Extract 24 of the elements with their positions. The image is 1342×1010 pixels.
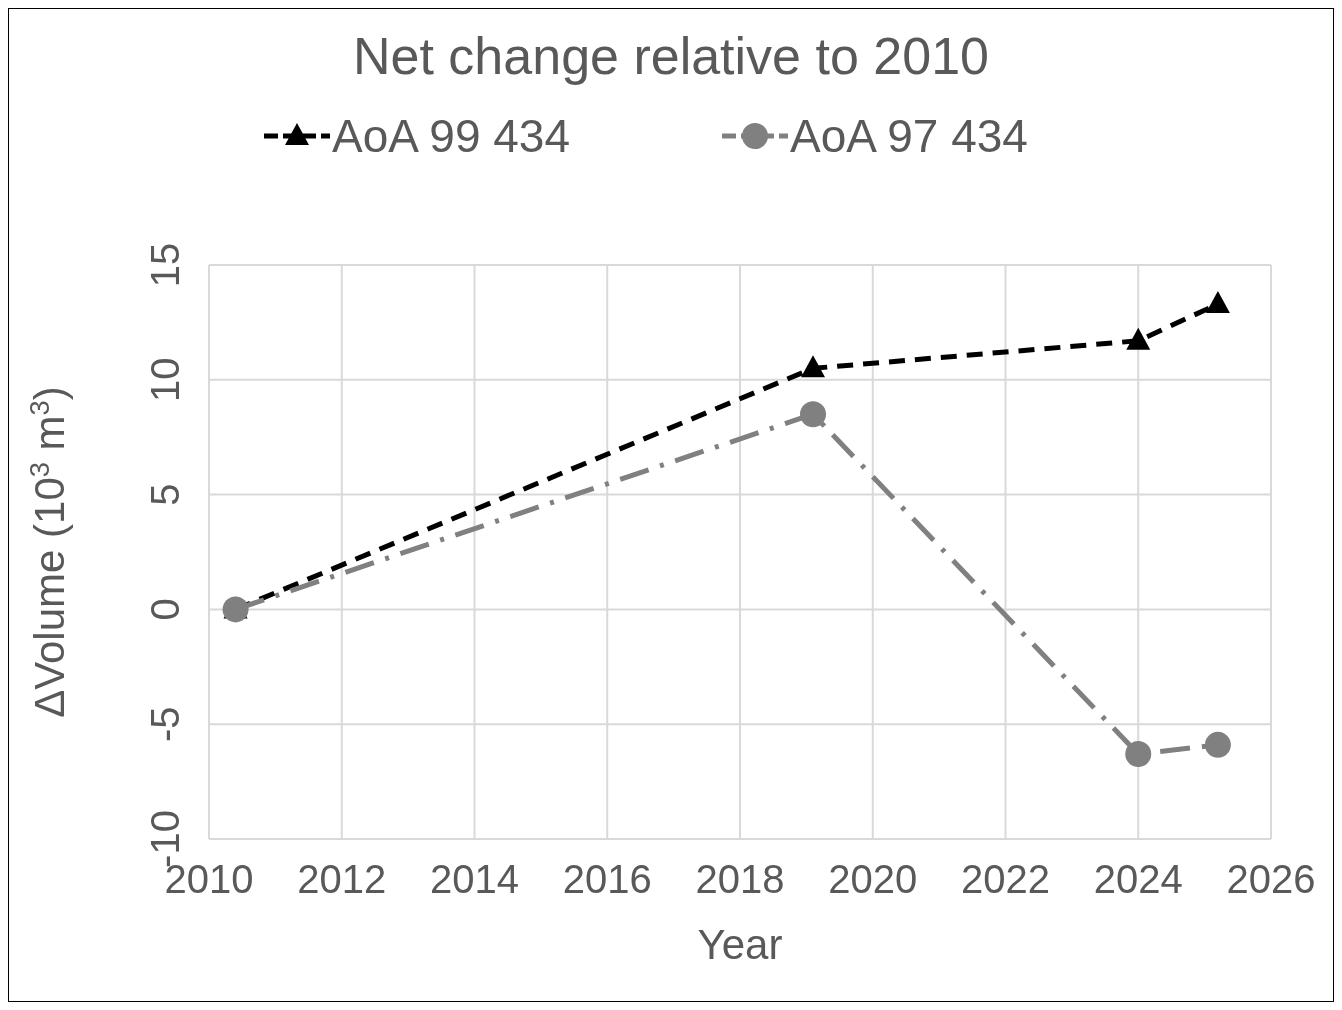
- legend-label: AoA 99 434: [332, 109, 570, 163]
- x-tick-label: 2014: [430, 857, 519, 902]
- legend-label: AoA 97 434: [790, 109, 1028, 163]
- y-tick-label: 5: [143, 483, 187, 506]
- x-tick-label: 2020: [828, 857, 918, 902]
- x-tick-label: 2018: [695, 857, 785, 902]
- y-tick-label: -5: [143, 706, 187, 742]
- y-tick-label: 15: [143, 242, 187, 288]
- y-tick-label: 0: [143, 598, 187, 621]
- x-tick-label: 2012: [297, 857, 387, 902]
- x-tick-label: 2024: [1093, 857, 1183, 902]
- x-tick-label: 2016: [562, 857, 652, 902]
- point: [1125, 741, 1152, 768]
- y-tick-label: 10: [143, 357, 187, 403]
- x-tick-label: 2022: [961, 857, 1050, 902]
- point: [801, 355, 826, 378]
- point: [1205, 291, 1230, 314]
- point: [222, 596, 249, 623]
- point: [1126, 327, 1151, 350]
- x-axis-title: Year: [697, 921, 783, 968]
- point: [1204, 731, 1231, 758]
- point: [800, 401, 827, 428]
- x-tick-label: 2026: [1226, 857, 1316, 902]
- chart-title: Net change relative to 2010: [352, 26, 990, 87]
